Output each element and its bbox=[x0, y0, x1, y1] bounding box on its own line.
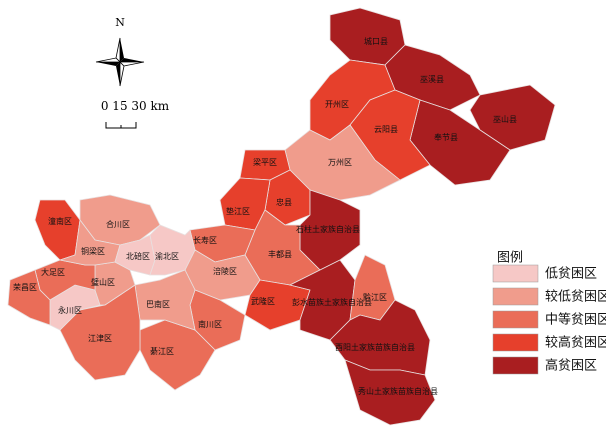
district bbox=[149, 224, 196, 276]
district bbox=[7, 269, 51, 326]
legend-swatch bbox=[492, 333, 539, 352]
district-label: 綦江区 bbox=[150, 346, 174, 356]
district-label: 潼南区 bbox=[48, 216, 72, 226]
district-label: 云阳县 bbox=[374, 125, 398, 134]
scale-label: 0 15 30 km bbox=[101, 99, 170, 113]
legend-label: 中等贫困区 bbox=[545, 312, 606, 328]
legend-label: 较低贫困区 bbox=[545, 289, 606, 305]
district-label: 巫山县 bbox=[493, 114, 517, 124]
district-label: 巫溪县 bbox=[420, 74, 444, 84]
district-label: 涪陵区 bbox=[213, 266, 237, 276]
district-label: 梁平区 bbox=[253, 158, 277, 167]
district bbox=[58, 218, 121, 266]
district-label: 秀山土家族苗族自治县 bbox=[358, 386, 438, 396]
district-label: 城口县 bbox=[364, 37, 388, 46]
legend-label: 低贫困区 bbox=[545, 266, 597, 282]
district-label: 酉阳土家族苗族自治县 bbox=[335, 342, 415, 352]
legend-swatch bbox=[492, 287, 539, 306]
legend-swatch bbox=[492, 356, 539, 375]
district-label: 璧山区 bbox=[91, 277, 115, 287]
district-label: 永川区 bbox=[58, 305, 82, 315]
district-label: 黔江区 bbox=[363, 292, 387, 302]
legend-swatch bbox=[492, 310, 539, 329]
legend-swatch bbox=[492, 264, 539, 283]
district-label: 开州区 bbox=[325, 100, 349, 109]
north-label: N bbox=[115, 16, 125, 29]
district-label: 武隆区 bbox=[251, 296, 275, 306]
district-label: 铜梁区 bbox=[81, 246, 105, 256]
district-label: 渝北区 bbox=[155, 251, 179, 261]
scale-bar bbox=[105, 122, 137, 129]
district-label: 荣昌区 bbox=[13, 282, 37, 292]
district-label: 万州区 bbox=[328, 158, 352, 167]
district bbox=[59, 284, 141, 381]
district-label: 长寿区 bbox=[193, 235, 217, 245]
district-label: 垫江区 bbox=[226, 206, 250, 216]
north-arrow bbox=[95, 37, 145, 87]
district-label: 大足区 bbox=[41, 267, 65, 277]
district bbox=[344, 359, 436, 426]
legend-label: 较高贫困区 bbox=[545, 335, 606, 351]
district-label: 合川区 bbox=[106, 219, 130, 229]
district-label: 忠县 bbox=[276, 198, 292, 207]
district-label: 巴南区 bbox=[146, 299, 170, 309]
district-label: 江津区 bbox=[88, 333, 112, 343]
district-label: 石柱土家族自治县 bbox=[296, 224, 360, 234]
district-label: 北碚区 bbox=[126, 251, 150, 261]
regions bbox=[7, 7, 556, 426]
legend-label: 高贫困区 bbox=[545, 358, 597, 374]
district-label: 南川区 bbox=[198, 319, 222, 329]
district bbox=[134, 269, 196, 331]
district bbox=[34, 199, 81, 261]
district-label: 丰都县 bbox=[268, 249, 292, 259]
district-label: 奉节县 bbox=[434, 132, 458, 142]
district bbox=[469, 84, 556, 151]
district-label: 彭水苗族土家族自治县 bbox=[292, 297, 372, 307]
legend-title: 图例 bbox=[497, 251, 523, 266]
